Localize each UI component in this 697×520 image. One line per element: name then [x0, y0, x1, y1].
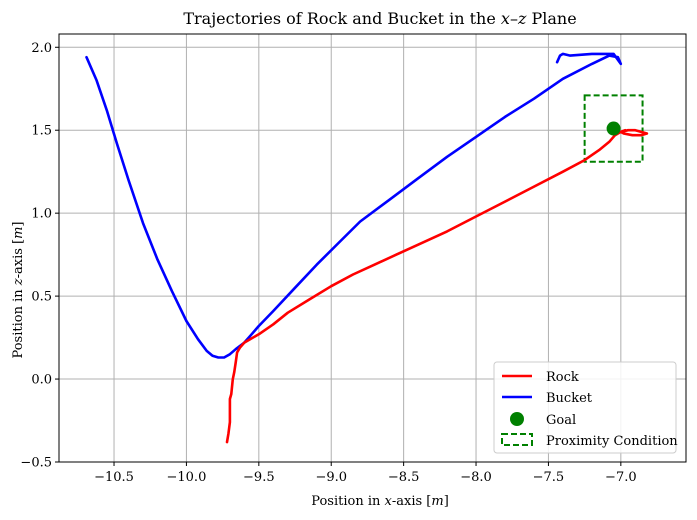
y-tick-label: 0.5: [31, 290, 52, 305]
x-axis-label: Position in x-axis [m]: [311, 494, 449, 509]
series-layer: [85, 52, 649, 444]
x-tick-label: −8.5: [388, 470, 420, 485]
legend-rock-label: Rock: [546, 370, 579, 385]
proximity-condition-box: [583, 94, 644, 163]
x-tick-label: −7.0: [605, 470, 637, 485]
bucket-trajectory-line: [85, 52, 623, 359]
x-tick-label: −8.0: [460, 470, 492, 485]
rock-trajectory-line: [225, 128, 649, 444]
ticks: −10.5 −10.0 −9.5 −9.0 −8.5 −8.0 −7.5 −7.0 −0.5 0.…: [20, 41, 636, 485]
goal-layer: [606, 121, 621, 136]
goal-marker: [606, 121, 621, 136]
legend-bucket-label: Bucket: [546, 391, 593, 406]
legend-proximity-label: Proximity Condition: [546, 434, 678, 449]
legend-proximity-swatch: [501, 433, 533, 446]
x-tick-label: −10.5: [94, 470, 134, 485]
legend-goal-label: Goal: [546, 413, 576, 428]
x-tick-label: −9.5: [243, 470, 275, 485]
grid: [59, 34, 686, 463]
y-tick-label: −0.5: [20, 456, 52, 471]
y-tick-label: 0.0: [31, 373, 52, 388]
plot-frame: [58, 33, 687, 463]
chart-title: Trajectories of Rock and Bucket in the x…: [183, 9, 576, 28]
y-tick-label: 1.0: [31, 207, 52, 222]
x-tick-label: −10.0: [167, 470, 207, 485]
x-tick-label: −7.5: [533, 470, 565, 485]
y-tick-label: 1.5: [31, 124, 52, 139]
x-tick-label: −9.0: [315, 470, 347, 485]
legend-frame: [493, 361, 677, 454]
legend: Rock Bucket Goal Proximity Condition: [493, 361, 678, 454]
proximity-box-layer: [583, 94, 644, 163]
y-axis-label: Position in z-axis [m]: [11, 221, 26, 358]
y-tick-label: 2.0: [31, 41, 52, 56]
legend-goal-swatch: [510, 412, 524, 426]
